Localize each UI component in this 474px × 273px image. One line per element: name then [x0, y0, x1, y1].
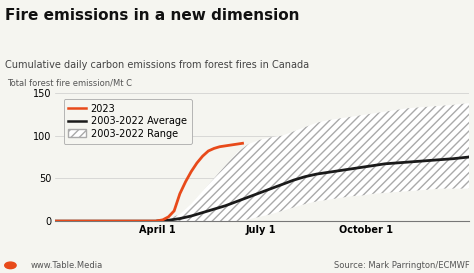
Legend: 2023, 2003-2022 Average, 2003-2022 Range: 2023, 2003-2022 Average, 2003-2022 Range [64, 99, 191, 144]
Text: Source: Mark Parrington/ECMWF: Source: Mark Parrington/ECMWF [334, 261, 469, 270]
Text: Cumulative daily carbon emissions from forest fires in Canada: Cumulative daily carbon emissions from f… [5, 60, 309, 70]
Text: Total forest fire emission/Mt C: Total forest fire emission/Mt C [7, 79, 132, 88]
Circle shape [5, 262, 16, 269]
Text: Fire emissions in a new dimension: Fire emissions in a new dimension [5, 8, 299, 23]
Text: www.Table.Media: www.Table.Media [31, 261, 103, 270]
